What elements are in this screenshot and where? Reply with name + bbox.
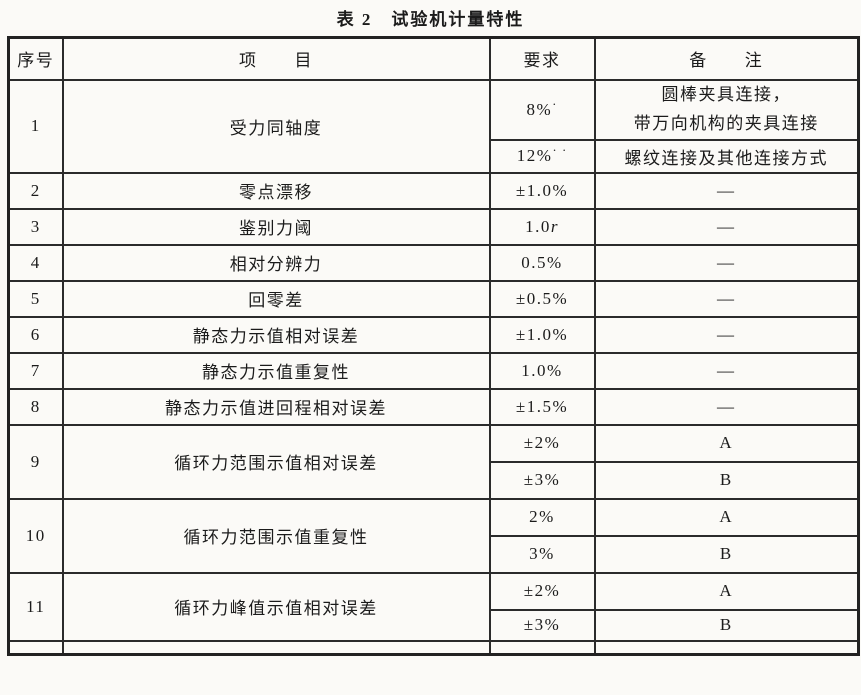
table-row-11b: ±3% B: [9, 608, 860, 642]
table-row-6: 6 静态力示值相对误差 ±1.0% —: [7, 315, 860, 354]
cell-req: ±3%: [488, 608, 596, 642]
cell-item: 相对分辨力: [61, 243, 491, 282]
cell-note: 螺纹连接及其他连接方式: [593, 138, 860, 174]
cell-req: ±1.0%: [488, 171, 596, 210]
table-row-3: 3 鉴别力阈 1.0r —: [7, 207, 860, 246]
cell-no: 7: [7, 351, 64, 390]
cell-item: 循环力范围示值重复性: [61, 497, 491, 574]
cell-req: ±1.5%: [488, 387, 596, 426]
table-row-1a: 1 受力同轴度 8%· 圆棒夹具连接， 带万向机构的夹具连接: [7, 78, 860, 174]
cell-no: [7, 639, 64, 656]
table-row-9a: 9 循环力范围示值相对误差 ±2% A: [7, 423, 860, 500]
cell-req: 2%: [488, 497, 596, 537]
table-row-1b: 12%· · 螺纹连接及其他连接方式: [9, 138, 860, 174]
cell-note: —: [593, 387, 860, 426]
cell-item: 受力同轴度: [61, 78, 491, 174]
cell-item: 静态力示值相对误差: [61, 315, 491, 354]
col-header-req: 要求: [488, 36, 596, 81]
req-value: 1.0: [525, 216, 551, 236]
req-value: 12%: [516, 146, 553, 165]
cell-no: 8: [7, 387, 64, 426]
cell-item: 静态力示值重复性: [61, 351, 491, 390]
cell-no: 1: [7, 78, 64, 174]
cell-item: 回零差: [61, 279, 491, 318]
cell-note: —: [593, 279, 860, 318]
table-row-9b: ±3% B: [9, 460, 860, 500]
cell-note: A: [593, 571, 860, 611]
cell-no: 5: [7, 279, 64, 318]
cell-note: B: [593, 460, 860, 500]
footnote-mark: ·: [552, 95, 558, 111]
cell-item: 零点漂移: [61, 171, 491, 210]
cell-req: ±1.0%: [488, 315, 596, 354]
cell-no: 3: [7, 207, 64, 246]
cell-note: 圆棒夹具连接， 带万向机构的夹具连接: [593, 78, 860, 141]
cell-item: [61, 639, 491, 656]
cell-item: 循环力峰值示值相对误差: [61, 571, 491, 642]
table-title: 表 2 试验机计量特性: [336, 10, 525, 29]
req-value: 8%: [526, 99, 553, 119]
cell-no: 2: [7, 171, 64, 210]
cell-no: 11: [7, 571, 64, 642]
cell-req: 1.0r: [488, 207, 596, 246]
cell-req: 3%: [488, 534, 596, 574]
cell-req: ±3%: [488, 460, 596, 500]
cell-note: —: [593, 351, 860, 390]
cell-note: A: [593, 423, 860, 463]
cell-note: B: [593, 534, 860, 574]
cell-req: 8%·: [488, 78, 596, 141]
cell-no: 4: [7, 243, 64, 282]
cell-note: —: [593, 315, 860, 354]
table-row-11a: 11 循环力峰值示值相对误差 ±2% A: [7, 571, 860, 642]
cell-req: 12%· ·: [488, 138, 596, 174]
cell-no: 10: [7, 497, 64, 574]
col-header-no: 序号: [7, 36, 64, 81]
cell-no: 6: [7, 315, 64, 354]
cell-req: ±2%: [488, 571, 596, 611]
cell-note: —: [593, 171, 860, 210]
cell-req: 0.5%: [488, 243, 596, 282]
table-row-2: 2 零点漂移 ±1.0% —: [7, 171, 860, 210]
cell-req: ±0.5%: [488, 279, 596, 318]
cell-note: [593, 639, 860, 656]
cell-item: 鉴别力阈: [61, 207, 491, 246]
footnote-mark: · ·: [552, 142, 568, 158]
table-row-10b: 3% B: [9, 534, 860, 574]
cell-req: ±2%: [488, 423, 596, 463]
table-row-10a: 10 循环力范围示值重复性 2% A: [7, 497, 860, 574]
table-row-8: 8 静态力示值进回程相对误差 ±1.5% —: [7, 387, 860, 426]
cell-item: 循环力范围示值相对误差: [61, 423, 491, 500]
cell-note: —: [593, 207, 860, 246]
cell-item: 静态力示值进回程相对误差: [61, 387, 491, 426]
req-symbol: r: [550, 216, 559, 236]
table-row-5: 5 回零差 ±0.5% —: [7, 279, 860, 318]
cell-req: 1.0%: [488, 351, 596, 390]
table-row-cutoff: [7, 639, 860, 656]
cell-note: —: [593, 243, 860, 282]
table-row-4: 4 相对分辨力 0.5% —: [7, 243, 860, 282]
cell-note: B: [593, 608, 860, 642]
metrology-characteristics-table: 序号 项 目 要求 备 注 1 受力同轴度 8%· 圆棒夹具连接， 带万向机构的…: [7, 36, 860, 656]
cell-no: 9: [7, 423, 64, 500]
col-header-note: 备 注: [593, 36, 860, 81]
table-row-7: 7 静态力示值重复性 1.0% —: [7, 351, 860, 390]
header-row: 序号 项 目 要求 备 注: [7, 36, 860, 81]
col-header-item: 项 目: [61, 36, 491, 81]
cell-note: A: [593, 497, 860, 537]
cell-req: [488, 639, 596, 656]
